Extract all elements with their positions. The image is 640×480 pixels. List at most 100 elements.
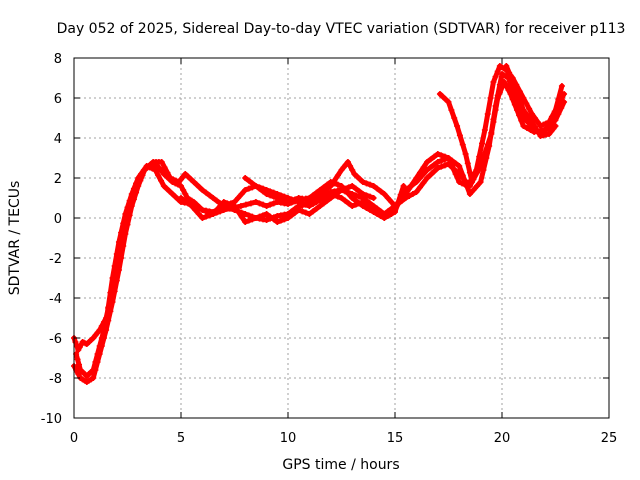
data-point — [490, 116, 497, 123]
data-point — [544, 125, 551, 132]
data-point — [388, 199, 395, 205]
data-point — [474, 183, 481, 189]
data-point — [338, 187, 345, 193]
data-point — [105, 317, 112, 324]
data-point — [317, 197, 324, 203]
data-point — [534, 119, 541, 125]
data-point — [158, 159, 165, 165]
data-point — [192, 207, 199, 213]
data-point — [109, 299, 116, 305]
data-point — [199, 207, 206, 213]
data-point — [288, 196, 295, 203]
data-point — [235, 195, 242, 201]
data-point — [252, 199, 259, 205]
data-point — [546, 119, 553, 125]
data-point — [313, 193, 320, 199]
data-point — [508, 76, 515, 83]
data-point — [477, 179, 484, 185]
data-point — [409, 180, 416, 187]
data-point — [342, 185, 349, 192]
data-point — [281, 216, 288, 223]
data-point — [299, 208, 306, 215]
data-point — [103, 327, 110, 333]
data-point — [487, 95, 494, 101]
data-point — [400, 183, 407, 189]
data-point — [281, 193, 288, 200]
data-point — [434, 165, 441, 171]
data-point — [526, 105, 533, 112]
data-point — [199, 215, 206, 221]
data-point — [274, 219, 281, 225]
data-point — [139, 172, 146, 179]
data-point — [313, 205, 320, 212]
data-point — [331, 177, 338, 184]
y-tick-label: 0 — [54, 212, 62, 227]
data-point — [464, 183, 471, 189]
data-point — [96, 351, 103, 357]
data-point — [363, 192, 370, 199]
data-point — [334, 181, 341, 188]
data-point — [309, 208, 316, 215]
data-point — [506, 69, 513, 76]
data-point — [126, 212, 133, 219]
data-point — [277, 217, 284, 224]
data-point — [256, 200, 263, 207]
data-point — [309, 201, 316, 207]
data-point — [352, 192, 359, 199]
data-point — [456, 163, 463, 169]
data-point — [445, 99, 452, 105]
data-point — [320, 200, 327, 207]
data-point — [220, 199, 227, 205]
data-point — [158, 177, 165, 184]
data-point — [178, 183, 184, 189]
x-tick-label: 10 — [280, 431, 297, 446]
data-point — [242, 211, 249, 217]
data-point — [449, 163, 456, 169]
data-point — [438, 157, 445, 164]
data-point — [299, 200, 306, 207]
data-point — [338, 195, 345, 201]
data-point — [224, 200, 231, 207]
data-point — [235, 208, 242, 215]
data-point — [111, 263, 118, 269]
data-point — [388, 211, 395, 217]
data-point — [202, 213, 209, 220]
data-point — [438, 163, 445, 170]
data-point — [133, 189, 140, 196]
data-point — [492, 103, 499, 109]
data-point — [292, 197, 299, 204]
data-point — [122, 231, 129, 237]
data-point — [476, 153, 483, 160]
data-point — [124, 221, 131, 228]
data-point — [548, 113, 555, 120]
data-point — [438, 152, 445, 159]
data-point — [397, 191, 404, 198]
data-point — [306, 211, 313, 217]
data-point — [374, 209, 381, 216]
y-tick-label: 6 — [54, 92, 62, 107]
data-point — [182, 191, 189, 197]
data-point — [242, 175, 249, 181]
data-point — [558, 95, 565, 101]
data-point — [247, 200, 254, 207]
data-point — [118, 255, 125, 261]
data-point — [558, 83, 565, 89]
data-point — [285, 195, 291, 201]
data-point — [306, 197, 313, 203]
data-point — [492, 73, 499, 80]
data-point — [115, 267, 122, 273]
data-point — [135, 183, 142, 189]
data-point — [267, 188, 274, 195]
data-point — [374, 185, 381, 192]
data-point — [213, 197, 220, 204]
data-point — [115, 239, 122, 245]
data-point — [260, 201, 267, 208]
data-point — [238, 213, 245, 220]
data-point — [466, 191, 473, 197]
data-point — [199, 187, 206, 193]
data-point — [459, 172, 466, 179]
data-point — [561, 91, 568, 97]
data-point — [180, 187, 187, 193]
data-point — [249, 216, 256, 223]
data-point — [520, 107, 527, 113]
